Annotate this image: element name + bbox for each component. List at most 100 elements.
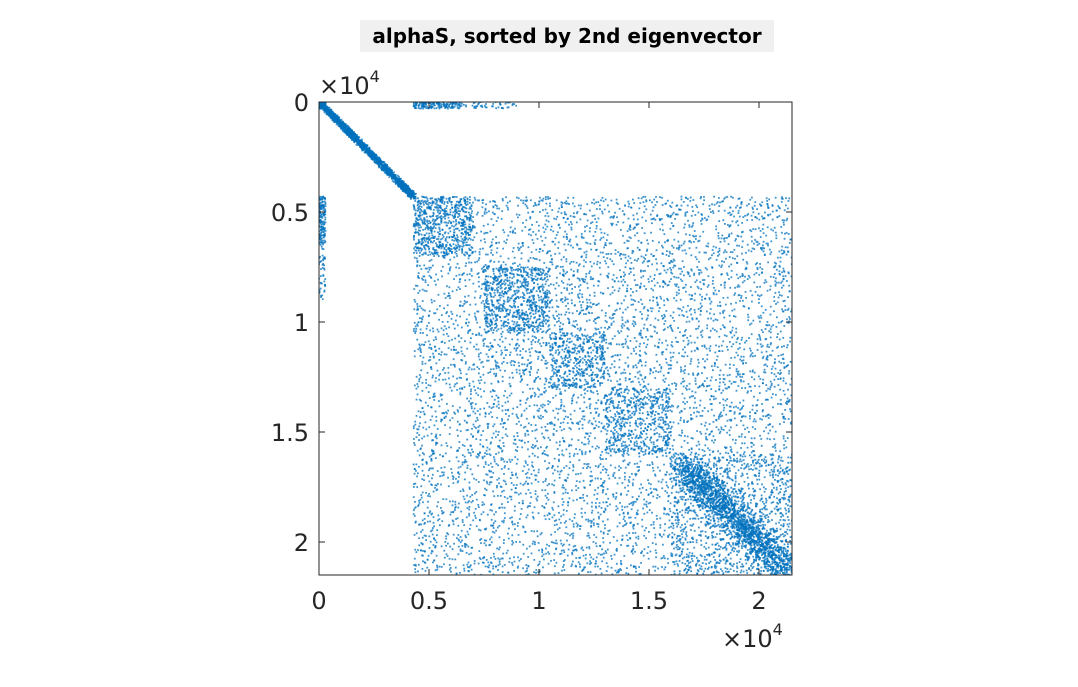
data-point	[666, 444, 669, 447]
data-point	[650, 441, 653, 444]
data-point	[417, 240, 420, 243]
data-point	[373, 157, 376, 160]
data-point	[419, 251, 421, 254]
data-point	[319, 209, 321, 212]
data-point	[449, 102, 452, 104]
data-point	[667, 410, 669, 412]
data-point	[415, 221, 418, 224]
data-point	[627, 429, 630, 432]
data-point	[346, 126, 349, 129]
data-point	[599, 344, 601, 346]
data-point	[544, 283, 547, 286]
data-point	[626, 445, 629, 448]
data-point	[365, 151, 367, 154]
data-point	[523, 277, 526, 279]
data-point	[495, 308, 498, 311]
data-point	[597, 368, 600, 371]
data-point	[423, 234, 426, 237]
data-point	[648, 447, 651, 450]
data-point	[593, 385, 596, 388]
data-point	[453, 231, 456, 234]
data-point	[572, 351, 574, 354]
data-point	[455, 102, 458, 104]
data-point	[455, 246, 458, 249]
data-point	[438, 223, 441, 226]
data-point	[505, 315, 508, 317]
data-point	[412, 191, 414, 194]
data-point	[363, 145, 365, 148]
data-point	[380, 167, 383, 170]
data-point	[608, 441, 610, 444]
data-point	[432, 201, 435, 204]
data-point	[503, 325, 505, 328]
data-point	[450, 248, 453, 250]
data-point	[463, 231, 466, 233]
data-point	[420, 219, 423, 221]
data-point	[445, 251, 448, 254]
data-point	[547, 284, 550, 287]
data-point	[520, 275, 523, 277]
data-point	[437, 197, 440, 200]
data-point	[474, 107, 477, 109]
data-point	[500, 319, 503, 322]
data-point	[426, 197, 429, 200]
data-point	[391, 171, 394, 174]
data-point	[417, 222, 420, 225]
data-point	[379, 159, 382, 162]
data-point	[486, 303, 489, 305]
data-point	[523, 300, 525, 302]
data-point	[662, 429, 665, 431]
data-point	[549, 268, 551, 271]
data-point	[548, 267, 550, 270]
data-point	[501, 291, 504, 294]
data-point	[463, 206, 465, 209]
data-point	[546, 295, 549, 298]
data-point	[509, 297, 512, 300]
data-point	[576, 358, 579, 361]
data-point	[389, 169, 392, 172]
data-point	[626, 404, 629, 407]
data-point	[663, 430, 666, 433]
data-point	[323, 239, 326, 242]
data-point	[416, 209, 419, 212]
data-point	[447, 216, 450, 219]
data-point	[473, 105, 476, 108]
data-point	[596, 380, 599, 383]
data-point	[468, 247, 471, 250]
data-point	[498, 308, 501, 311]
data-point	[456, 255, 458, 257]
data-point	[383, 161, 386, 164]
data-point	[323, 221, 326, 224]
data-point	[447, 102, 449, 104]
data-point	[506, 324, 509, 327]
data-point	[498, 305, 501, 308]
data-point	[585, 337, 588, 340]
data-point	[319, 203, 321, 205]
data-point	[578, 360, 581, 363]
data-point	[529, 273, 532, 276]
data-point	[391, 179, 394, 182]
data-point	[416, 218, 418, 221]
data-point	[343, 129, 346, 132]
data-point	[544, 274, 546, 276]
data-point	[449, 103, 452, 105]
data-point	[443, 208, 446, 210]
data-point	[486, 267, 489, 270]
data-point	[548, 310, 551, 313]
data-point	[409, 191, 412, 194]
data-point	[603, 334, 606, 337]
data-point	[527, 317, 530, 320]
data-point	[567, 361, 570, 364]
data-point	[319, 102, 321, 104]
data-point	[429, 102, 432, 105]
data-point	[468, 207, 471, 210]
data-point	[417, 249, 420, 252]
data-point	[455, 244, 457, 247]
data-point	[326, 113, 329, 116]
data-point	[596, 347, 598, 350]
data-point	[518, 309, 520, 311]
data-point	[609, 401, 612, 404]
data-point	[433, 107, 436, 110]
data-point	[549, 334, 552, 336]
data-point	[413, 208, 416, 211]
